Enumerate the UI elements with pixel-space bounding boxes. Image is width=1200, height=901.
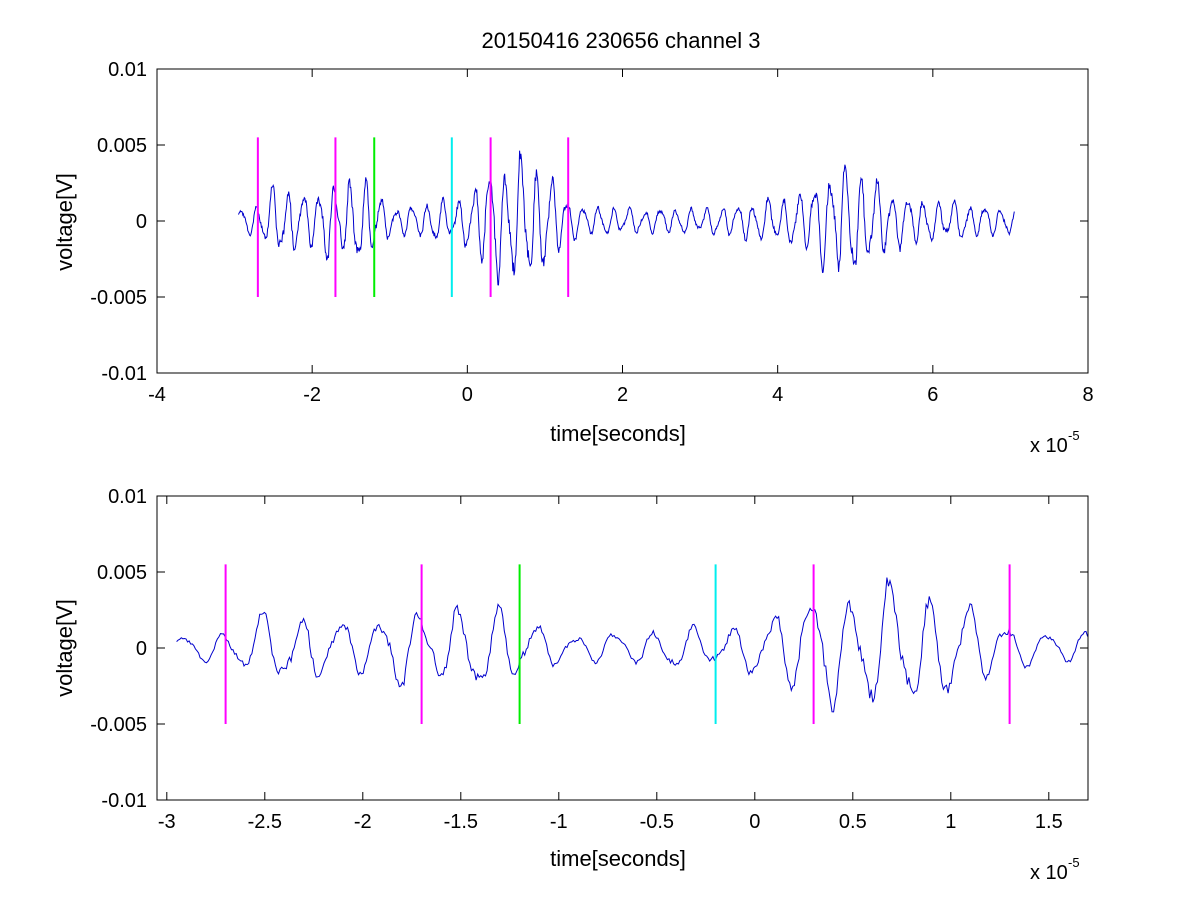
bottom-x-tick-label: 1.5 [1035, 811, 1063, 833]
bottom-x-tick-label: -2 [354, 811, 372, 833]
top-x-tick-label: -2 [303, 384, 321, 406]
top-x-exponent-label: x 10 [1030, 435, 1068, 457]
bottom-x-tick-label: 1 [945, 811, 956, 833]
top-x-tick-label: 4 [772, 384, 783, 406]
top-plot-panel: 20150416 230656 channel 3 -4 -2 0 2 4 6 8 -0.01… [52, 28, 1094, 457]
top-x-tick-label: 8 [1082, 384, 1093, 406]
bottom-x-exponent-value: -5 [1068, 855, 1080, 870]
top-x-tick-label: 6 [927, 384, 938, 406]
bottom-x-axis-label: time[seconds] [550, 846, 686, 871]
bottom-x-tick-label: -2.5 [248, 811, 282, 833]
top-plot-ticks: -4 -2 0 2 4 6 8 -0.01 -0.005 0 0.005 0.01 [90, 59, 1093, 406]
bottom-plot-ticks: -3 -2.5 -2 -1.5 -1 -0.5 0 0.5 1 1.5 -0.01 -0.005 0 0.… [90, 486, 1088, 833]
top-y-tick-label: -0.01 [101, 363, 147, 385]
bottom-x-tick-label: -0.5 [640, 811, 674, 833]
bottom-x-exponent-label: x 10 [1030, 862, 1068, 884]
bottom-x-tick-label: -3 [158, 811, 176, 833]
top-y-tick-label: 0.005 [97, 135, 147, 157]
top-x-tick-label: 2 [617, 384, 628, 406]
top-y-tick-label: -0.005 [90, 287, 147, 309]
bottom-y-axis-label: voltage[V] [52, 599, 77, 697]
top-x-exponent-value: -5 [1068, 428, 1080, 443]
bottom-y-tick-label: -0.01 [101, 790, 147, 812]
bottom-y-tick-label: -0.005 [90, 714, 147, 736]
top-y-axis-label: voltage[V] [52, 173, 77, 271]
top-plot-marks [238, 137, 1015, 297]
top-x-tick-label: 0 [462, 384, 473, 406]
bottom-plot-marks [176, 564, 1089, 724]
bottom-x-tick-label: 0.5 [839, 811, 867, 833]
bottom-x-tick-label: 0 [749, 811, 760, 833]
bottom-x-tick-label: -1.5 [444, 811, 478, 833]
top-signal-line [238, 150, 1015, 286]
bottom-y-tick-label: 0.005 [97, 562, 147, 584]
chart-title: 20150416 230656 channel 3 [482, 28, 761, 53]
top-x-axis-label: time[seconds] [550, 421, 686, 446]
bottom-plot-panel: -3 -2.5 -2 -1.5 -1 -0.5 0 0.5 1 1.5 -0.01 -0.005 0 0.… [52, 486, 1089, 884]
top-y-tick-label: 0.01 [108, 59, 147, 81]
bottom-signal-line [176, 577, 1089, 713]
top-y-tick-label: 0 [136, 211, 147, 233]
bottom-x-tick-label: -1 [550, 811, 568, 833]
top-x-tick-label: -4 [148, 384, 166, 406]
bottom-y-tick-label: 0.01 [108, 486, 147, 508]
bottom-y-tick-label: 0 [136, 638, 147, 660]
